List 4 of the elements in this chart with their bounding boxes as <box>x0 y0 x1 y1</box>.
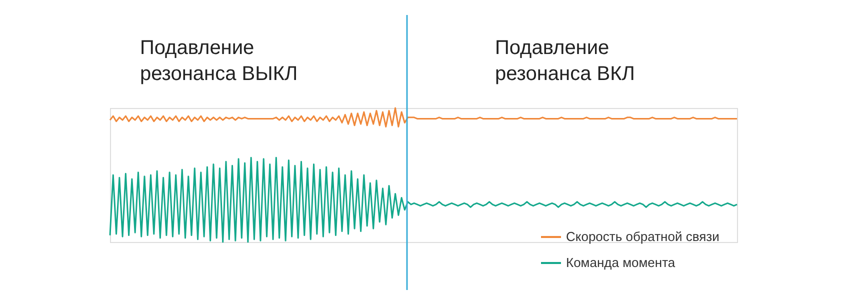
legend-label: Скорость обратной связи <box>566 229 720 244</box>
text: Подавление резонанса ВЫКЛ <box>140 37 298 85</box>
text: Подавление резонанса ВКЛ <box>495 37 635 85</box>
legend-label: Команда момента <box>566 255 676 270</box>
